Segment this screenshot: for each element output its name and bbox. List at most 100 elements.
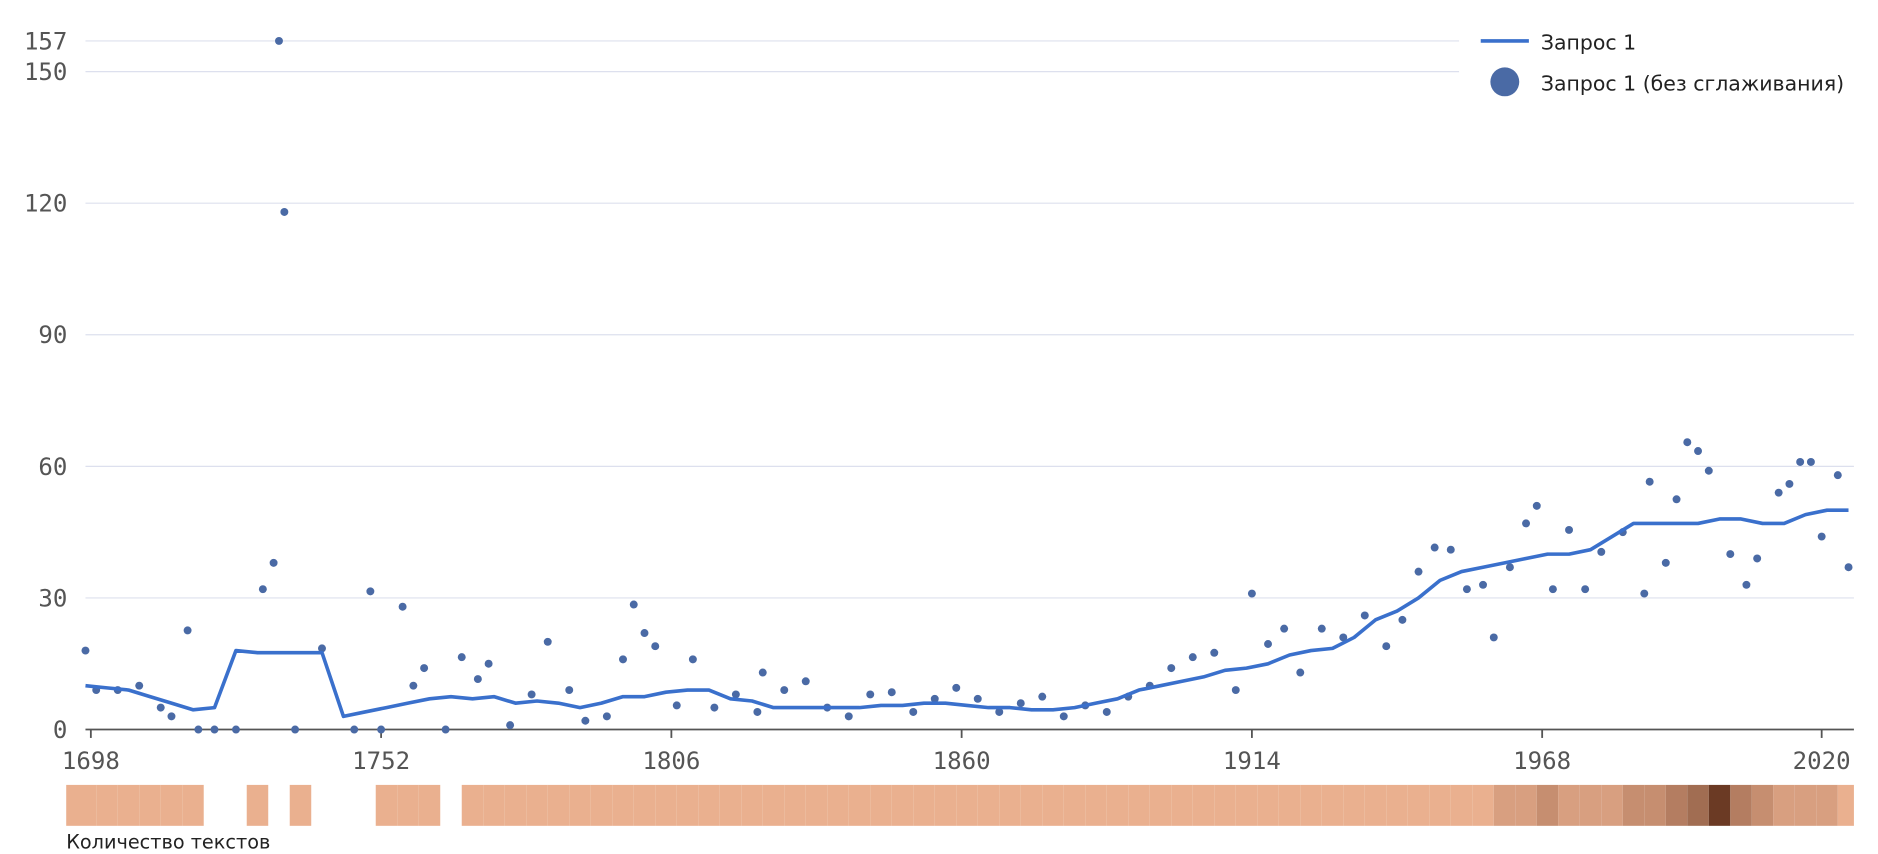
strip-cell bbox=[762, 784, 785, 826]
strip-cell bbox=[1171, 784, 1193, 826]
data-point bbox=[318, 644, 326, 653]
strip-cell bbox=[913, 784, 935, 826]
data-point bbox=[1414, 567, 1423, 576]
strip-cell bbox=[1730, 784, 1752, 826]
data-point bbox=[629, 600, 638, 609]
data-point bbox=[602, 712, 611, 721]
x-tick-label: 1914 bbox=[1223, 747, 1281, 775]
strip-cell bbox=[1837, 784, 1854, 826]
data-point bbox=[135, 681, 144, 690]
data-point bbox=[183, 626, 192, 635]
y-tick-label: 157 bbox=[24, 27, 67, 55]
data-point bbox=[565, 686, 574, 695]
data-point bbox=[1548, 585, 1557, 594]
strip-cell bbox=[934, 784, 957, 826]
strip-cell bbox=[1364, 784, 1387, 826]
legend-dot bbox=[1490, 67, 1520, 97]
data-point bbox=[210, 725, 219, 734]
strip-cell bbox=[805, 784, 828, 826]
data-point bbox=[1505, 563, 1514, 572]
x-tick-label: 1806 bbox=[642, 747, 700, 775]
data-point bbox=[1479, 580, 1488, 589]
strip-cell bbox=[1515, 784, 1537, 826]
strip-cell bbox=[1558, 784, 1580, 826]
y-tick-label: 0 bbox=[53, 716, 68, 744]
data-point bbox=[930, 694, 939, 703]
data-point bbox=[995, 708, 1004, 716]
data-point bbox=[1645, 477, 1654, 486]
strip-cell bbox=[1149, 784, 1172, 826]
strip-cell bbox=[1472, 784, 1494, 826]
data-point bbox=[473, 675, 482, 684]
strip-cell bbox=[117, 784, 140, 826]
strip-cell bbox=[1343, 784, 1365, 826]
strip-cell bbox=[547, 784, 570, 826]
data-point bbox=[1532, 501, 1541, 510]
x-tick-label: 2020 bbox=[1793, 747, 1851, 775]
strip-cell bbox=[139, 784, 161, 826]
y-tick-label: 30 bbox=[38, 584, 67, 612]
data-point bbox=[543, 637, 552, 646]
data-point bbox=[81, 646, 90, 655]
data-point bbox=[887, 688, 896, 697]
data-point bbox=[688, 655, 697, 664]
data-point bbox=[1726, 550, 1735, 559]
data-point bbox=[1774, 488, 1783, 497]
strip-cell bbox=[1042, 784, 1064, 826]
y-tick-label: 120 bbox=[24, 190, 67, 218]
strip-cell bbox=[1579, 784, 1602, 826]
data-point bbox=[1704, 466, 1713, 475]
legend-bg bbox=[1459, 16, 1876, 114]
data-point bbox=[731, 690, 740, 699]
legend-label: Запрос 1 (без сглаживания) bbox=[1541, 71, 1844, 95]
data-point bbox=[640, 629, 649, 638]
data-point bbox=[672, 701, 681, 710]
data-point bbox=[780, 686, 789, 695]
strip-cell bbox=[397, 784, 419, 826]
strip-cell bbox=[999, 784, 1021, 826]
strip-cell bbox=[483, 784, 505, 826]
strip-cell bbox=[569, 784, 591, 826]
data-point bbox=[156, 703, 165, 712]
data-point bbox=[280, 208, 289, 216]
x-tick-label: 1968 bbox=[1513, 747, 1571, 775]
data-point bbox=[753, 708, 762, 716]
strip-cell bbox=[1794, 784, 1817, 826]
strip-cell bbox=[418, 784, 441, 826]
strip-cell bbox=[246, 784, 269, 826]
strip-cell bbox=[633, 784, 656, 826]
strip-cell bbox=[289, 784, 312, 826]
data-point bbox=[484, 659, 493, 668]
data-point bbox=[1785, 479, 1794, 488]
series-line bbox=[85, 508, 1849, 719]
strip-cell bbox=[1278, 784, 1301, 826]
data-point bbox=[1489, 633, 1498, 642]
strip-cell bbox=[1063, 784, 1086, 826]
data-point bbox=[1806, 458, 1815, 466]
data-point bbox=[1694, 447, 1703, 455]
data-point bbox=[909, 708, 918, 716]
data-point bbox=[1167, 664, 1176, 673]
strip-cell bbox=[96, 784, 118, 826]
strip-cell bbox=[1816, 784, 1838, 826]
data-point bbox=[844, 712, 853, 721]
data-point bbox=[710, 703, 719, 712]
strip-cell bbox=[612, 784, 634, 826]
x-tick-label: 1698 bbox=[62, 747, 120, 775]
strip-cell bbox=[1257, 784, 1279, 826]
data-point bbox=[1661, 558, 1670, 567]
strip-cell bbox=[1192, 784, 1215, 826]
strip-cell bbox=[1644, 784, 1666, 826]
data-point bbox=[1382, 642, 1391, 651]
strip-cell bbox=[1321, 784, 1344, 826]
data-point bbox=[973, 694, 982, 703]
data-point bbox=[420, 664, 429, 673]
data-point bbox=[291, 725, 300, 734]
data-point bbox=[581, 716, 590, 725]
data-point bbox=[801, 677, 810, 686]
strip-cell bbox=[1085, 784, 1107, 826]
strip-label: Количество текстов bbox=[66, 831, 270, 854]
y-tick-label: 60 bbox=[38, 453, 67, 481]
y-tick-label: 150 bbox=[24, 58, 67, 86]
strip-cell bbox=[1773, 784, 1795, 826]
